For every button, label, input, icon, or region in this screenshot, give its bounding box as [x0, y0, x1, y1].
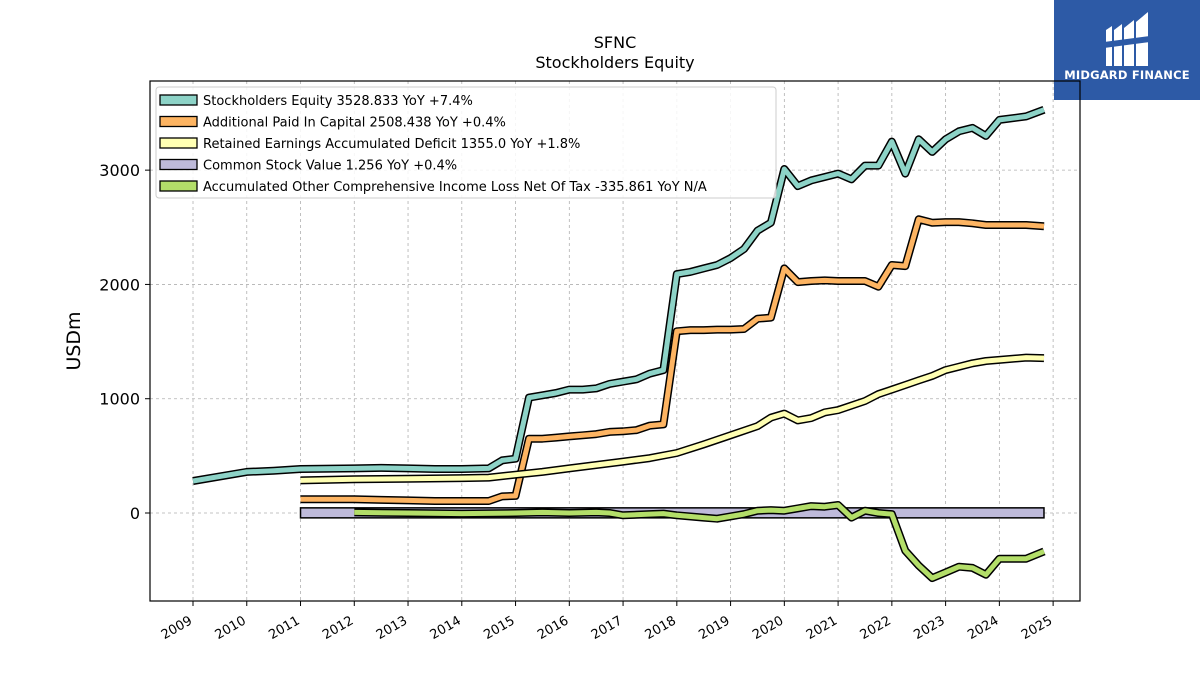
x-tick-label: 2018	[643, 613, 679, 643]
x-tick-label: 2024	[965, 613, 1001, 643]
series-0	[192, 105, 1046, 485]
series-layer	[192, 105, 1046, 583]
x-tick-label: 2022	[858, 613, 894, 643]
y-axis-label: USDm	[63, 311, 85, 370]
legend-box	[155, 86, 777, 199]
x-tick-label: 2014	[428, 613, 464, 643]
series-line	[192, 107, 1045, 484]
legend-swatch	[159, 180, 198, 192]
y-tick-label: 0	[130, 504, 140, 523]
y-tick-label: 3000	[99, 161, 140, 180]
x-tick-label: 2009	[159, 613, 195, 643]
x-tick-label: 2010	[213, 613, 249, 643]
legend-swatch	[159, 158, 198, 171]
series-4	[354, 501, 1046, 583]
x-tick-label: 2020	[750, 613, 786, 643]
series-line	[300, 355, 1045, 483]
legend-label: Common Stock Value 1.256 YoY +0.4%	[203, 159, 457, 174]
x-tick-label: 2016	[535, 613, 571, 643]
brand-name: MIDGARD FINANCE	[1064, 68, 1190, 82]
legend-swatch	[159, 94, 198, 106]
series-line	[300, 216, 1045, 504]
x-tick-label: 2017	[589, 613, 625, 643]
series-1	[300, 215, 1045, 505]
legend-swatch	[159, 137, 198, 149]
y-tick-label: 2000	[99, 275, 140, 294]
chart-title: SFNC	[594, 33, 637, 52]
legend-label: Accumulated Other Comprehensive Income L…	[203, 180, 707, 195]
x-tick-label: 2021	[804, 613, 840, 643]
legend: Stockholders Equity 3528.833 YoY +7.4% Ad…	[155, 86, 777, 199]
legend-label: Retained Earnings Accumulated Deficit 13…	[203, 137, 580, 152]
legend-swatch	[159, 115, 198, 128]
x-tick-label: 2015	[481, 613, 517, 643]
series-2	[300, 353, 1045, 485]
legend-label: Additional Paid In Capital 2508.438 YoY …	[203, 116, 506, 131]
brand-logo: MIDGARD FINANCE	[1054, 0, 1200, 100]
y-tick-label: 1000	[99, 390, 140, 409]
x-tick-label: 2025	[1019, 613, 1055, 643]
legend-label: Stockholders Equity 3528.833 YoY +7.4%	[203, 94, 473, 109]
x-tick-label: 2023	[911, 613, 947, 643]
x-tick-label: 2013	[374, 613, 410, 643]
x-tick-label: 2011	[266, 613, 302, 643]
series-line	[354, 502, 1045, 581]
chart-subtitle: Stockholders Equity	[535, 53, 694, 72]
plot-frame	[149, 80, 1081, 602]
x-tick-label: 2012	[320, 613, 356, 643]
x-tick-label: 2019	[696, 613, 732, 643]
midgard-logo-icon	[1104, 12, 1150, 66]
